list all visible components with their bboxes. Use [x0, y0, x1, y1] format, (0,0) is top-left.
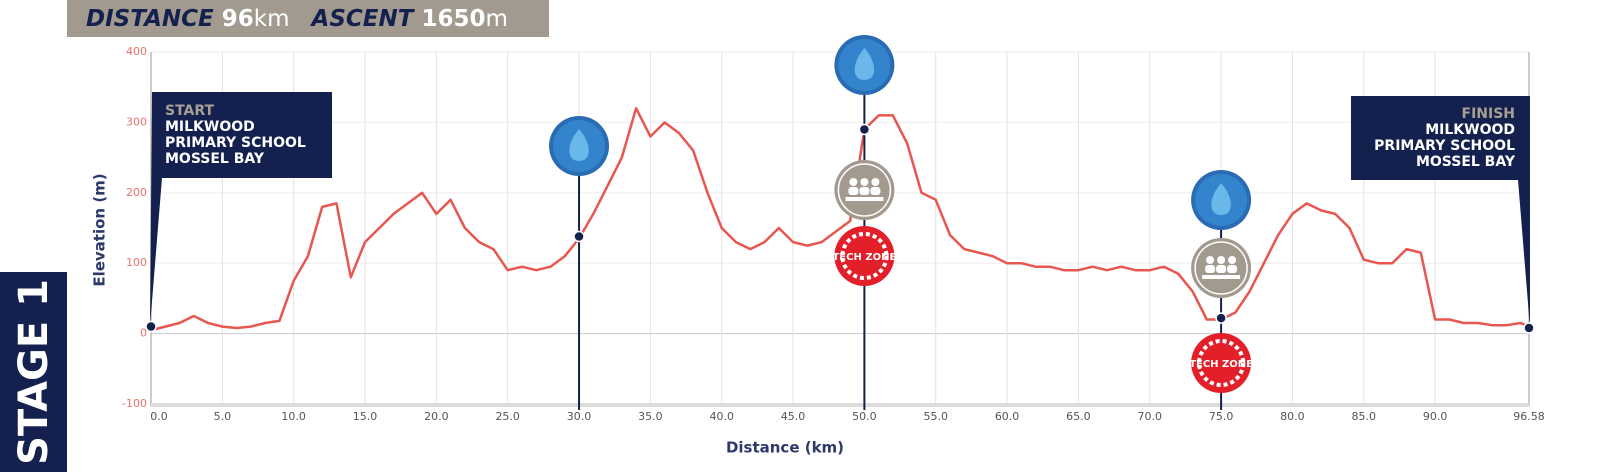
ascent: 1650 [421, 6, 485, 32]
y-tick-label: 0 [140, 327, 147, 340]
x-tick-label: 50.0 [852, 410, 877, 423]
distance: 96 [222, 6, 254, 32]
x-tick-label: 75.0 [1209, 410, 1234, 423]
support-ring [1194, 241, 1248, 295]
waypoint-dot [858, 123, 871, 136]
x-tick-label: 20.0 [424, 410, 449, 423]
x-tick-label: 90.0 [1423, 410, 1448, 423]
support-table [845, 197, 884, 201]
support-body [1216, 265, 1227, 273]
support-head [1228, 256, 1237, 264]
finish-line: MOSSEL BAY [1416, 154, 1516, 170]
waypoint: TECH ZONE [832, 35, 896, 410]
stage-title: STAGE 1 [11, 279, 57, 465]
x-tick-label: 10.0 [281, 410, 306, 423]
y-tick-label: 100 [126, 256, 147, 269]
x-tick-label: 30.0 [567, 410, 592, 423]
support-body [1227, 265, 1238, 273]
start-box [150, 92, 332, 326]
y-axis-title: Elevation (m) [91, 173, 109, 286]
support-head [860, 178, 869, 186]
tech-gear [840, 232, 889, 280]
x-tick-label: 80.0 [1280, 410, 1305, 423]
x-tick-label: 35.0 [638, 410, 663, 423]
x-tick-label: 70.0 [1138, 410, 1163, 423]
finish-box [1351, 96, 1530, 328]
x-tick-label: 25.0 [495, 410, 520, 423]
distance-label: DISTANCE [86, 6, 214, 32]
start-dot [145, 320, 157, 333]
finish-dot [1523, 322, 1535, 334]
support-body [859, 187, 870, 195]
water-drop [854, 48, 875, 80]
finish-line: MILKWOOD [1425, 122, 1515, 138]
distance-unit: km [254, 6, 290, 32]
support-head [1217, 256, 1226, 264]
tech-label: TECH ZONE [1189, 359, 1253, 370]
finish-line: PRIMARY SCHOOL [1374, 138, 1515, 154]
x-tick-label: 40.0 [709, 410, 734, 423]
stage-band [0, 272, 67, 472]
x-tick-label: 45.0 [781, 410, 806, 423]
y-tick-label: -100 [122, 397, 147, 410]
support-table [1202, 275, 1241, 279]
y-tick-label: 400 [126, 45, 147, 58]
water-drop [569, 129, 589, 161]
support-ring [837, 163, 892, 217]
support-head [871, 178, 880, 186]
start-line: PRIMARY SCHOOL [165, 135, 306, 151]
x-tick-label: 0.0 [150, 410, 168, 423]
finish-title: FINISH [1462, 106, 1516, 122]
start-title: START [165, 103, 215, 119]
x-tick-label: 15.0 [353, 410, 378, 423]
x-tick-label: 5.0 [214, 410, 232, 423]
waypoint [549, 116, 610, 410]
y-tick-label: 300 [126, 115, 147, 128]
support-body [870, 187, 881, 195]
plot: TECH ZONE TECH ZONE [150, 35, 1530, 410]
x-tick-label: 96.58 [1513, 410, 1545, 423]
start-line: MILKWOOD [165, 119, 255, 135]
support-head [849, 178, 858, 186]
x-axis [151, 403, 1529, 407]
x-tick-label: 60.0 [995, 410, 1020, 423]
ascent-label: ASCENT [310, 6, 416, 32]
tech-label: TECH ZONE [832, 252, 896, 263]
y-tick-label: 200 [126, 186, 147, 199]
x-axis-title: Distance (km) [726, 439, 844, 457]
support-head [1206, 256, 1215, 264]
waypoint-dot [1215, 312, 1227, 324]
water-drop [1211, 183, 1231, 215]
waypoint-dot [573, 230, 585, 243]
ascent-unit: m [485, 6, 507, 32]
x-tick-label: 55.0 [923, 410, 948, 423]
tech-gear [1197, 339, 1246, 387]
x-tick-label: 65.0 [1066, 410, 1091, 423]
start-line: MOSSEL BAY [165, 151, 265, 167]
elevation-line [150, 107, 1530, 332]
waypoint: TECH ZONE [1189, 170, 1253, 410]
support-body [848, 187, 859, 195]
header-band [67, 0, 549, 37]
header: DISTANCE 96km ASCENT 1650m [86, 6, 508, 32]
support-body [1205, 265, 1216, 273]
x-tick-label: 85.0 [1352, 410, 1377, 423]
